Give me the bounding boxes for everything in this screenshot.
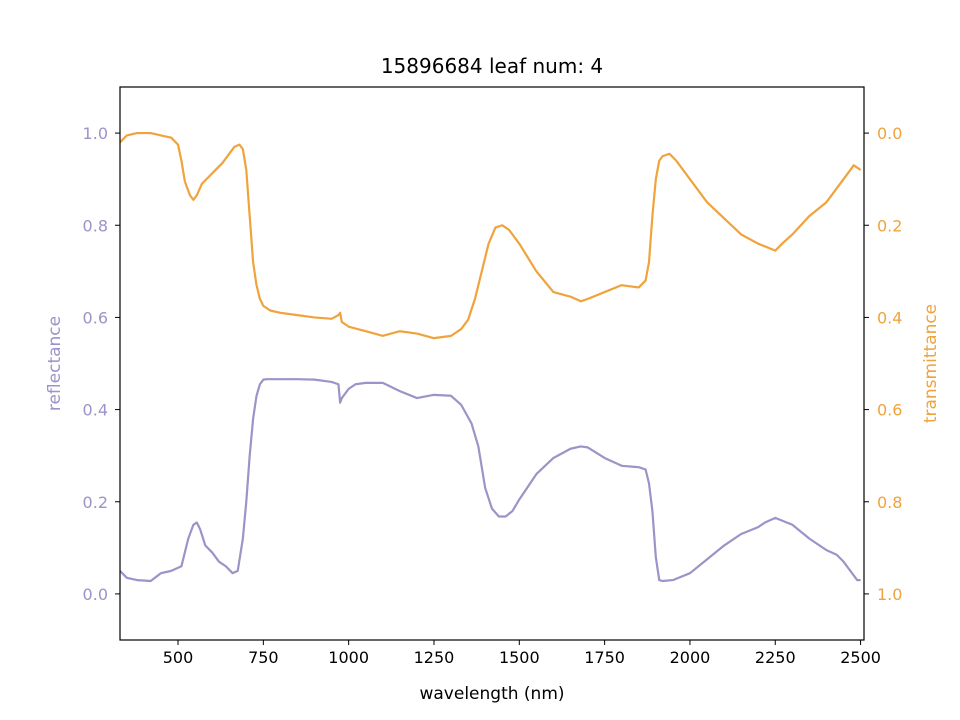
y-right-tick-label: 0.0	[877, 124, 902, 143]
y-right-tick-label: 1.0	[877, 585, 902, 604]
y-left-tick-label: 0.6	[83, 308, 108, 327]
series-line-transmittance	[120, 131, 862, 340]
x-tick-label: 2250	[755, 648, 796, 667]
plot-layer	[120, 131, 862, 583]
chart-title: 15896684 leaf num: 4	[381, 54, 603, 78]
x-tick-label: 1750	[584, 648, 625, 667]
y-left-tick-label: 0.2	[83, 493, 108, 512]
y-right-tick-label: 0.2	[877, 216, 902, 235]
y-left-tick-label: 0.0	[83, 585, 108, 604]
x-tick-label: 2000	[670, 648, 711, 667]
plot-frame	[119, 86, 865, 641]
y-right-tick-label: 0.8	[877, 493, 902, 512]
y-right-tick-label: 0.4	[877, 308, 902, 327]
x-tick-label: 1250	[414, 648, 455, 667]
x-tick-label: 2500	[840, 648, 881, 667]
x-tick-label: 500	[163, 648, 194, 667]
x-tick-label: 1500	[499, 648, 540, 667]
y-left-tick-label: 1.0	[83, 124, 108, 143]
axes-layer: 500 750 1000 1250 1500 1750 2000 2250 2500 0.0 0.2…	[83, 124, 903, 667]
y-left-axis-title: reflectance	[45, 316, 65, 411]
x-tick-label: 1000	[328, 648, 369, 667]
series-line-reflectance	[120, 378, 861, 583]
x-axis-title: wavelength (nm)	[419, 684, 564, 704]
y-right-tick-label: 0.6	[877, 401, 902, 420]
y-right-axis-title: transmittance	[921, 304, 941, 423]
y-left-tick-label: 0.8	[83, 216, 108, 235]
x-tick-label: 750	[248, 648, 279, 667]
y-left-tick-label: 0.4	[83, 401, 108, 420]
